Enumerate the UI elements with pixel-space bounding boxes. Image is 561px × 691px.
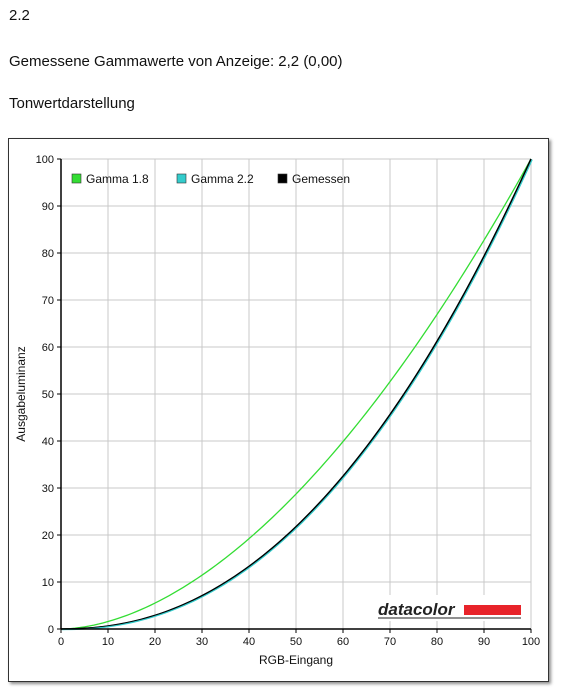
x-tick-label: 10 xyxy=(102,636,114,648)
y-tick-label: 100 xyxy=(36,154,54,166)
datacolor-logo: datacolor xyxy=(373,595,525,621)
grid xyxy=(61,158,532,629)
tone-response-chart: 0 10 20 30 40 50 60 70 80 90 100 0 10 20 30 40 50 60 70 80 9… xyxy=(14,154,541,667)
y-tick-label: 50 xyxy=(42,389,54,401)
y-tick-label: 0 xyxy=(48,624,54,636)
version-label: 2.2 xyxy=(9,7,30,24)
y-tick-label: 60 xyxy=(42,342,54,354)
series-line-gemessen xyxy=(60,158,532,630)
x-tick-label: 20 xyxy=(149,636,161,648)
x-axis-label: RGB-Eingang xyxy=(259,653,333,667)
y-axis-label: Ausgabeluminanz xyxy=(14,346,28,441)
x-tick-label: 90 xyxy=(478,636,490,648)
logo-wordmark: datacolor xyxy=(378,600,456,619)
x-tick-label: 60 xyxy=(337,636,349,648)
logo-red-bar xyxy=(464,605,521,615)
y-tick-label: 90 xyxy=(42,201,54,213)
legend-label: Gemessen xyxy=(292,172,350,186)
x-tick-label: 80 xyxy=(431,636,443,648)
legend-label: Gamma 1.8 xyxy=(86,172,149,186)
y-tick-label: 80 xyxy=(42,248,54,260)
y-tick-label: 70 xyxy=(42,295,54,307)
y-tick-label: 10 xyxy=(42,577,54,589)
x-tick-label: 100 xyxy=(522,636,540,648)
section-title: Tonwertdarstellung xyxy=(9,95,135,112)
measured-gamma-text: Gemessene Gammawerte von Anzeige: 2,2 (0… xyxy=(9,53,343,70)
chart-frame: 0 10 20 30 40 50 60 70 80 90 100 0 10 20 30 40 50 60 70 80 9… xyxy=(8,138,549,682)
legend-label: Gamma 2.2 xyxy=(191,172,254,186)
series-line-gamma-1-8 xyxy=(60,158,532,630)
legend-swatch xyxy=(277,173,288,184)
x-tick-label: 70 xyxy=(384,636,396,648)
series-lines xyxy=(60,158,533,631)
y-tick-label: 20 xyxy=(42,530,54,542)
x-tick-label: 0 xyxy=(58,636,64,648)
legend: Gamma 1.8 Gamma 2.2 Gemessen xyxy=(71,172,350,186)
x-tick-label: 40 xyxy=(243,636,255,648)
series-line-gamma-2-2-shadow xyxy=(62,159,533,631)
legend-swatch xyxy=(71,173,82,184)
legend-swatch xyxy=(176,173,187,184)
y-tick-label: 30 xyxy=(42,483,54,495)
x-tick-label: 50 xyxy=(290,636,302,648)
y-tick-label: 40 xyxy=(42,436,54,448)
ticks: 0 10 20 30 40 50 60 70 80 90 100 0 10 20 30 40 50 60 70 80 9… xyxy=(36,154,541,648)
x-tick-label: 30 xyxy=(196,636,208,648)
